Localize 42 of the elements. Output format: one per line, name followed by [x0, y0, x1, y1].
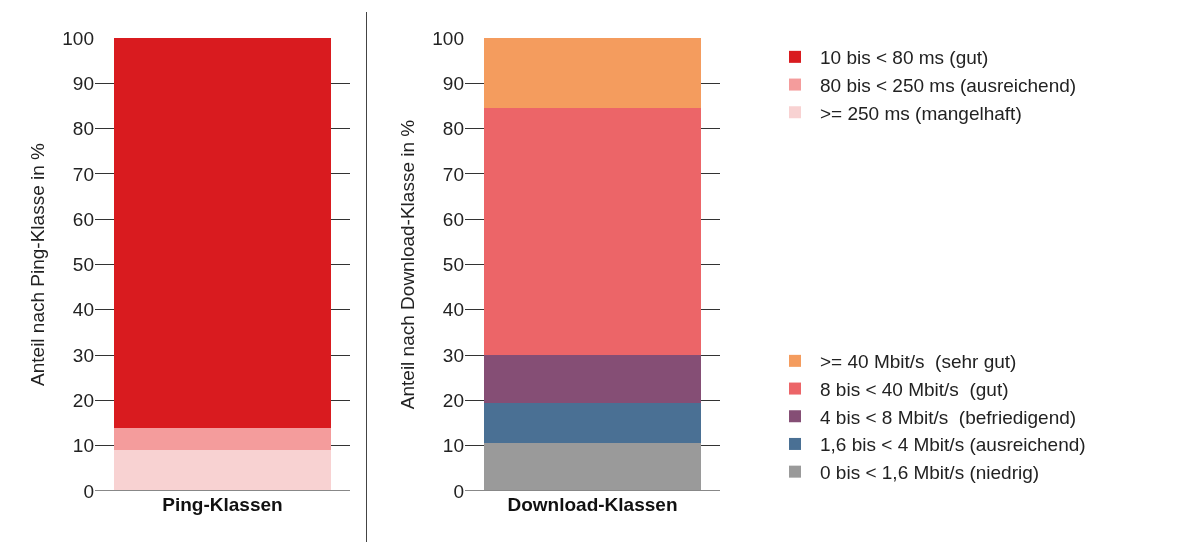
y-tick-label: 30 [442, 344, 464, 366]
y-tick-label: 40 [72, 299, 94, 321]
legend-label: 0 bis < 1,6 Mbit/s (niedrig) [820, 462, 1040, 484]
legend-label: 80 bis < 250 ms (ausreichend) [820, 74, 1077, 96]
y-tick-label: 20 [442, 390, 464, 412]
legend-label: >= 40 Mbit/s (sehr gut) [820, 351, 1017, 373]
legend-label: 8 bis < 40 Mbit/s (gut) [820, 378, 1009, 400]
y-tick-label: 100 [432, 27, 464, 49]
bar [114, 450, 331, 491]
bar [484, 443, 701, 491]
y-tick-label: 0 [83, 480, 94, 502]
y-tick-label: 70 [442, 163, 464, 185]
y-tick-label: 90 [442, 72, 464, 94]
y-tick-label: 20 [72, 390, 94, 412]
y-tick-label: 80 [442, 118, 464, 140]
bar [484, 108, 701, 356]
y-axis-title: Anteil nach Download-Klasse in % [397, 119, 419, 410]
bar [484, 402, 701, 444]
y-tick-label: 0 [453, 480, 464, 502]
y-tick-label: 40 [442, 299, 464, 321]
x-tick-label: Ping-Klassen [162, 494, 283, 515]
y-tick-label: 90 [72, 72, 94, 94]
bar [114, 427, 331, 451]
y-tick-label: 10 [72, 435, 94, 457]
legend-label: 1,6 bis < 4 Mbit/s (ausreichend) [820, 434, 1086, 456]
y-tick-label: 30 [72, 344, 94, 366]
y-tick-label: 50 [442, 254, 464, 276]
legend-label: 10 bis < 80 ms (gut) [820, 47, 989, 69]
y-tick-label: 60 [72, 208, 94, 230]
y-tick-label: 60 [442, 208, 464, 230]
legend-label: >= 250 ms (mangelhaft) [820, 102, 1022, 124]
legend-label: 4 bis < 8 Mbit/s (befriedigend) [820, 406, 1077, 428]
bar [484, 38, 701, 109]
y-axis-title: Anteil nach Ping-Klasse in % [27, 142, 49, 386]
y-tick-label: 50 [72, 254, 94, 276]
bar [484, 355, 701, 403]
y-tick-label: 10 [442, 435, 464, 457]
bar [114, 38, 331, 428]
y-tick-label: 80 [72, 118, 94, 140]
x-tick-label: Download-Klassen [507, 494, 678, 515]
y-tick-label: 100 [62, 27, 94, 49]
y-tick-label: 70 [72, 163, 94, 185]
